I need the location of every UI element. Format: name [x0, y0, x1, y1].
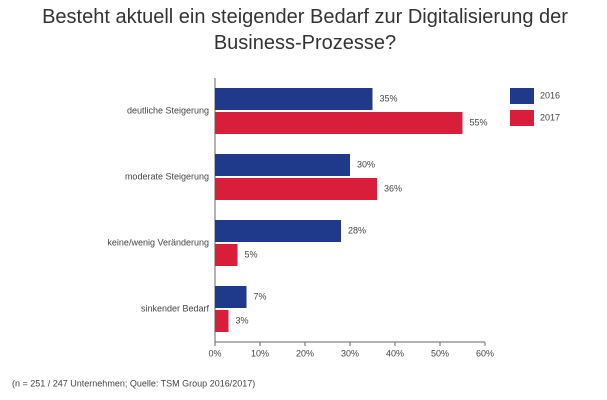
x-tick-label: 20%: [296, 348, 314, 358]
value-label: 35%: [380, 93, 398, 103]
value-label: 3%: [236, 315, 249, 325]
bar: [215, 112, 463, 134]
y-tick-label: sinkender Bedarf: [141, 303, 210, 313]
bar: [215, 220, 341, 242]
value-label: 28%: [348, 225, 366, 235]
x-tick-label: 10%: [251, 348, 269, 358]
x-tick-label: 40%: [386, 348, 404, 358]
y-tick-label: deutliche Steigerung: [127, 105, 209, 115]
x-tick-label: 0%: [208, 348, 221, 358]
x-tick-label: 50%: [431, 348, 449, 358]
legend-swatch: [510, 110, 534, 126]
value-label: 30%: [357, 159, 375, 169]
legend-swatch: [510, 88, 534, 104]
bar: [215, 310, 229, 332]
y-tick-label: keine/wenig Veränderung: [107, 237, 209, 247]
chart-title: Besteht aktuell ein steigender Bedarf zu…: [42, 6, 568, 54]
value-label: 55%: [470, 117, 488, 127]
value-label: 7%: [254, 291, 267, 301]
y-tick-label: moderate Steigerung: [125, 171, 209, 181]
bar: [215, 154, 350, 176]
bar: [215, 286, 247, 308]
legend-label: 2017: [540, 112, 560, 122]
bar: [215, 244, 238, 266]
value-label: 36%: [384, 183, 402, 193]
footnote: (n = 251 / 247 Unternehmen; Quelle: TSM …: [12, 378, 255, 388]
bar: [215, 88, 373, 110]
legend-label: 2016: [540, 90, 560, 100]
bar: [215, 178, 377, 200]
x-tick-label: 60%: [476, 348, 494, 358]
value-label: 5%: [245, 249, 258, 259]
x-tick-label: 30%: [341, 348, 359, 358]
